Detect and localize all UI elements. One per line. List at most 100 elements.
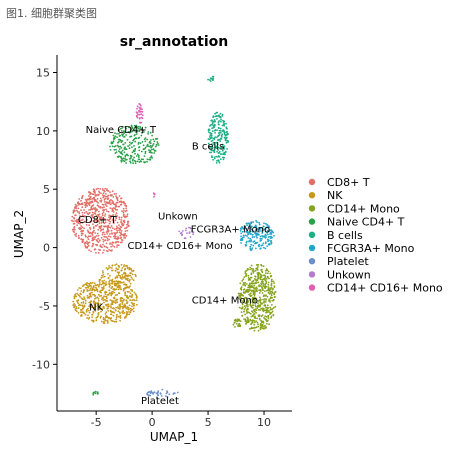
point	[93, 208, 96, 211]
point	[240, 232, 243, 235]
point	[78, 211, 80, 214]
point	[91, 281, 94, 284]
point	[253, 329, 256, 332]
point	[269, 235, 271, 238]
point	[110, 194, 112, 197]
point	[85, 286, 88, 289]
point	[116, 133, 118, 135]
point	[261, 326, 263, 328]
point	[90, 282, 93, 284]
point	[101, 231, 104, 234]
point	[216, 143, 219, 146]
point	[73, 306, 75, 308]
point	[226, 148, 229, 150]
point	[124, 265, 127, 267]
point	[118, 231, 121, 234]
point	[118, 148, 121, 150]
point	[122, 215, 125, 217]
point	[157, 144, 160, 147]
point	[269, 288, 272, 291]
point	[110, 282, 112, 285]
point	[118, 129, 120, 131]
point	[96, 296, 99, 299]
point	[121, 224, 124, 227]
point	[104, 235, 106, 238]
point	[100, 307, 102, 310]
point	[122, 276, 125, 279]
point	[84, 245, 87, 248]
point	[92, 204, 95, 206]
point	[126, 223, 128, 226]
point	[244, 302, 247, 304]
point	[220, 134, 223, 137]
y-tick-label: 15	[36, 67, 50, 80]
point	[86, 246, 88, 249]
point	[208, 136, 211, 138]
point	[267, 314, 270, 317]
point	[101, 206, 104, 209]
point	[257, 276, 260, 279]
point	[103, 295, 106, 298]
point	[260, 290, 262, 292]
point	[136, 105, 139, 108]
point	[247, 286, 250, 289]
point	[216, 129, 219, 132]
point	[212, 158, 215, 161]
point	[248, 282, 251, 285]
point	[124, 155, 127, 158]
point	[219, 130, 222, 132]
point	[260, 315, 263, 318]
point	[232, 323, 235, 326]
point	[216, 111, 219, 114]
point	[126, 220, 129, 223]
point	[149, 391, 152, 394]
point	[250, 240, 252, 243]
point	[124, 283, 127, 286]
point	[262, 307, 265, 310]
point	[255, 286, 258, 289]
point	[74, 233, 76, 236]
point	[105, 236, 108, 238]
point	[184, 229, 187, 232]
point	[100, 283, 103, 286]
point	[136, 129, 138, 132]
point	[268, 229, 271, 232]
point	[113, 207, 116, 210]
point	[210, 136, 213, 139]
point	[95, 319, 98, 322]
point	[118, 304, 121, 306]
point	[255, 267, 258, 270]
point	[111, 282, 114, 285]
point	[118, 195, 121, 197]
point	[246, 222, 248, 225]
point	[271, 296, 273, 299]
legend-label: Unkown	[327, 268, 371, 281]
point	[138, 113, 141, 116]
point	[116, 215, 118, 217]
point	[88, 311, 91, 314]
point	[115, 148, 117, 151]
point	[269, 308, 272, 311]
point	[258, 314, 261, 317]
point	[74, 304, 76, 307]
point	[119, 317, 122, 319]
point	[135, 133, 138, 135]
point	[261, 232, 264, 234]
point	[113, 193, 116, 195]
point	[273, 234, 275, 237]
cluster-label: B cells	[192, 142, 224, 153]
point	[79, 215, 81, 218]
point	[127, 290, 130, 293]
point	[239, 320, 242, 322]
point	[102, 276, 104, 278]
point	[112, 211, 115, 213]
point	[108, 216, 110, 219]
point	[123, 265, 125, 268]
point	[248, 225, 250, 228]
point	[89, 292, 92, 295]
point	[121, 222, 124, 225]
point	[258, 221, 260, 224]
point	[76, 289, 79, 291]
legend-label: NK	[327, 189, 343, 202]
point	[90, 198, 92, 200]
